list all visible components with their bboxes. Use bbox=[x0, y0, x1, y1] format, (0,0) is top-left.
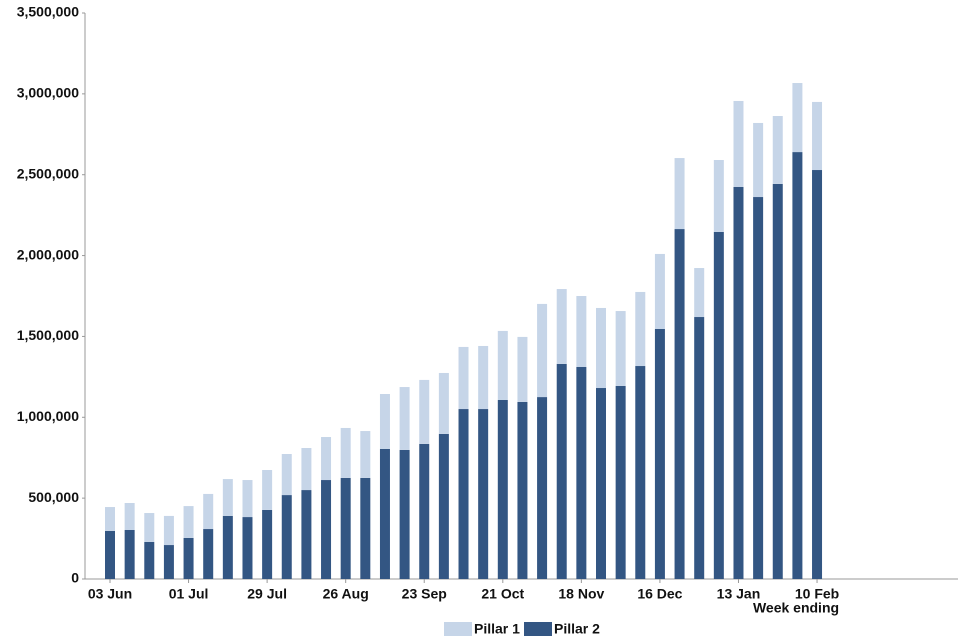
bar bbox=[183, 506, 194, 538]
bar bbox=[654, 253, 665, 329]
bar bbox=[674, 229, 685, 579]
bar bbox=[694, 317, 705, 579]
y-tick-label: 1,500,000 bbox=[17, 327, 79, 343]
x-axis-label: Week ending bbox=[753, 600, 839, 616]
bar bbox=[124, 530, 135, 579]
y-tick-label: 0 bbox=[71, 570, 79, 586]
y-tick-label: 500,000 bbox=[28, 489, 79, 505]
bar bbox=[301, 490, 312, 579]
bar bbox=[399, 387, 410, 450]
bar bbox=[379, 448, 390, 579]
bar bbox=[183, 537, 194, 579]
bar bbox=[340, 427, 351, 478]
bar bbox=[497, 330, 508, 400]
bar bbox=[360, 431, 371, 478]
bar bbox=[654, 328, 665, 579]
bar bbox=[419, 443, 430, 579]
bar bbox=[576, 366, 587, 579]
bar bbox=[537, 303, 548, 398]
bar bbox=[792, 83, 803, 153]
bar bbox=[772, 183, 783, 579]
bar bbox=[262, 470, 273, 510]
bar bbox=[105, 507, 115, 531]
bar bbox=[753, 197, 764, 579]
bar bbox=[812, 170, 823, 579]
bar bbox=[281, 495, 292, 579]
bar bbox=[556, 363, 567, 579]
bar bbox=[556, 289, 567, 364]
bar bbox=[792, 152, 803, 579]
bar bbox=[242, 480, 253, 518]
bar bbox=[615, 385, 626, 579]
bar bbox=[478, 345, 489, 410]
bar bbox=[674, 158, 685, 230]
bar bbox=[379, 393, 390, 449]
bar bbox=[203, 529, 214, 579]
x-tick-label: 13 Jan bbox=[717, 586, 761, 602]
bar bbox=[596, 307, 606, 389]
legend-swatch bbox=[444, 622, 472, 636]
bar bbox=[262, 509, 273, 579]
bar bbox=[713, 231, 724, 580]
bar bbox=[438, 433, 449, 579]
y-tick-label: 1,000,000 bbox=[17, 408, 79, 424]
bar bbox=[733, 100, 744, 188]
bar bbox=[124, 502, 135, 531]
legend-label: Pillar 2 bbox=[554, 621, 600, 637]
x-tick-label: 18 Nov bbox=[558, 586, 604, 602]
bar bbox=[713, 159, 724, 232]
x-tick-label: 10 Feb bbox=[795, 586, 839, 602]
bar bbox=[517, 336, 528, 402]
x-tick-label: 21 Oct bbox=[481, 586, 524, 602]
bar bbox=[301, 448, 312, 491]
legend-swatch bbox=[524, 622, 552, 636]
bar bbox=[635, 366, 646, 579]
bar bbox=[281, 453, 292, 496]
bar bbox=[635, 291, 646, 367]
bar bbox=[321, 480, 332, 579]
bar bbox=[163, 515, 174, 546]
bar bbox=[222, 479, 233, 516]
bar bbox=[340, 477, 351, 579]
bar bbox=[772, 116, 783, 184]
bar bbox=[537, 397, 548, 579]
bar bbox=[812, 101, 823, 171]
bar bbox=[615, 311, 626, 386]
x-tick-label: 16 Dec bbox=[637, 586, 682, 602]
bar bbox=[478, 409, 489, 579]
legend-label: Pillar 1 bbox=[474, 621, 520, 637]
bar bbox=[458, 346, 469, 410]
y-tick-label: 3,500,000 bbox=[17, 4, 79, 20]
y-tick-label: 2,000,000 bbox=[17, 246, 79, 262]
bar bbox=[733, 187, 744, 579]
x-tick-label: 23 Sep bbox=[402, 586, 447, 602]
bar bbox=[222, 515, 233, 579]
bar bbox=[497, 399, 508, 579]
bar bbox=[576, 296, 587, 367]
x-tick-label: 26 Aug bbox=[323, 586, 369, 602]
bar bbox=[203, 493, 214, 530]
bar bbox=[399, 449, 410, 579]
bar bbox=[242, 517, 253, 579]
bar bbox=[105, 530, 115, 579]
bar bbox=[144, 513, 155, 542]
x-tick-label: 29 Jul bbox=[247, 586, 287, 602]
y-tick-label: 2,500,000 bbox=[17, 165, 79, 181]
bar bbox=[596, 388, 606, 579]
bar bbox=[163, 545, 174, 579]
y-tick-label: 3,000,000 bbox=[17, 85, 79, 101]
bar bbox=[458, 409, 469, 579]
bar bbox=[694, 268, 705, 318]
bar bbox=[419, 379, 430, 444]
bar bbox=[517, 401, 528, 579]
bar bbox=[438, 372, 449, 434]
bar bbox=[360, 477, 371, 579]
bar bbox=[753, 122, 764, 198]
bar bbox=[144, 541, 155, 579]
x-tick-label: 01 Jul bbox=[169, 586, 209, 602]
bar bbox=[321, 437, 332, 481]
x-tick-label: 03 Jun bbox=[88, 586, 132, 602]
